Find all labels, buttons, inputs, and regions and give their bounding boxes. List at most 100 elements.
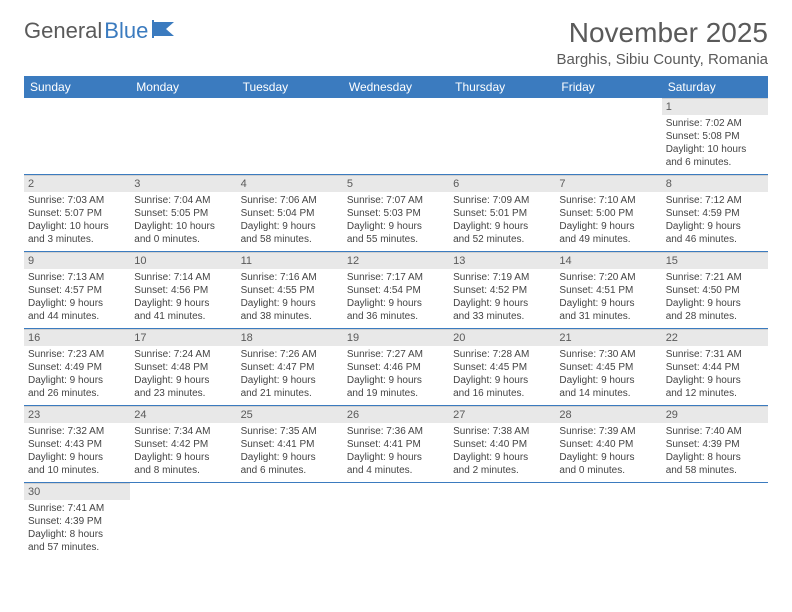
- calendar-week-row: 9Sunrise: 7:13 AMSunset: 4:57 PMDaylight…: [24, 251, 768, 328]
- day-number: 15: [662, 252, 768, 269]
- day-details: Sunrise: 7:39 AMSunset: 4:40 PMDaylight:…: [555, 423, 661, 481]
- daylight-text-1: Daylight: 9 hours: [666, 374, 764, 387]
- sunset-text: Sunset: 4:41 PM: [347, 438, 445, 451]
- sunrise-text: Sunrise: 7:24 AM: [134, 348, 232, 361]
- daylight-text-2: and 46 minutes.: [666, 233, 764, 246]
- daylight-text-1: Daylight: 9 hours: [453, 451, 551, 464]
- day-number: 9: [24, 252, 130, 269]
- day-number: 23: [24, 406, 130, 423]
- sunrise-text: Sunrise: 7:13 AM: [28, 271, 126, 284]
- calendar-day-cell: 23Sunrise: 7:32 AMSunset: 4:43 PMDayligh…: [24, 405, 130, 482]
- calendar-week-row: 30Sunrise: 7:41 AMSunset: 4:39 PMDayligh…: [24, 482, 768, 559]
- day-number: 28: [555, 406, 661, 423]
- calendar-day-cell: 27Sunrise: 7:38 AMSunset: 4:40 PMDayligh…: [449, 405, 555, 482]
- daylight-text-2: and 49 minutes.: [559, 233, 657, 246]
- day-number: 24: [130, 406, 236, 423]
- day-details: Sunrise: 7:12 AMSunset: 4:59 PMDaylight:…: [662, 192, 768, 250]
- daylight-text-1: Daylight: 9 hours: [28, 451, 126, 464]
- daylight-text-2: and 55 minutes.: [347, 233, 445, 246]
- day-number: 29: [662, 406, 768, 423]
- daylight-text-2: and 8 minutes.: [134, 464, 232, 477]
- daylight-text-2: and 33 minutes.: [453, 310, 551, 323]
- daylight-text-2: and 23 minutes.: [134, 387, 232, 400]
- calendar-day-cell: 11Sunrise: 7:16 AMSunset: 4:55 PMDayligh…: [237, 251, 343, 328]
- day-number: 6: [449, 175, 555, 192]
- sunset-text: Sunset: 5:05 PM: [134, 207, 232, 220]
- logo-flag-icon: [152, 18, 178, 44]
- day-number: 18: [237, 329, 343, 346]
- daylight-text-2: and 28 minutes.: [666, 310, 764, 323]
- sunrise-text: Sunrise: 7:14 AM: [134, 271, 232, 284]
- daylight-text-2: and 44 minutes.: [28, 310, 126, 323]
- day-details: Sunrise: 7:04 AMSunset: 5:05 PMDaylight:…: [130, 192, 236, 250]
- sunset-text: Sunset: 5:07 PM: [28, 207, 126, 220]
- sunset-text: Sunset: 4:45 PM: [559, 361, 657, 374]
- calendar-day-cell: 30Sunrise: 7:41 AMSunset: 4:39 PMDayligh…: [24, 482, 130, 559]
- sunrise-text: Sunrise: 7:34 AM: [134, 425, 232, 438]
- daylight-text-1: Daylight: 9 hours: [453, 220, 551, 233]
- day-details: Sunrise: 7:34 AMSunset: 4:42 PMDaylight:…: [130, 423, 236, 481]
- day-number: 26: [343, 406, 449, 423]
- daylight-text-2: and 0 minutes.: [559, 464, 657, 477]
- sunrise-text: Sunrise: 7:41 AM: [28, 502, 126, 515]
- day-details: Sunrise: 7:06 AMSunset: 5:04 PMDaylight:…: [237, 192, 343, 250]
- weekday-header: Thursday: [449, 76, 555, 98]
- sunset-text: Sunset: 4:48 PM: [134, 361, 232, 374]
- sunset-text: Sunset: 4:45 PM: [453, 361, 551, 374]
- calendar-day-cell: 18Sunrise: 7:26 AMSunset: 4:47 PMDayligh…: [237, 328, 343, 405]
- logo-text-2: Blue: [104, 18, 148, 44]
- calendar-empty-cell: [343, 98, 449, 175]
- calendar-day-cell: 28Sunrise: 7:39 AMSunset: 4:40 PMDayligh…: [555, 405, 661, 482]
- day-details: Sunrise: 7:02 AMSunset: 5:08 PMDaylight:…: [662, 115, 768, 173]
- day-number: 14: [555, 252, 661, 269]
- day-number: 19: [343, 329, 449, 346]
- calendar-day-cell: 16Sunrise: 7:23 AMSunset: 4:49 PMDayligh…: [24, 328, 130, 405]
- sunset-text: Sunset: 4:49 PM: [28, 361, 126, 374]
- daylight-text-1: Daylight: 9 hours: [453, 297, 551, 310]
- sunset-text: Sunset: 4:47 PM: [241, 361, 339, 374]
- daylight-text-1: Daylight: 9 hours: [28, 297, 126, 310]
- daylight-text-1: Daylight: 9 hours: [241, 220, 339, 233]
- calendar-empty-cell: [130, 482, 236, 559]
- day-number: 2: [24, 175, 130, 192]
- day-details: Sunrise: 7:14 AMSunset: 4:56 PMDaylight:…: [130, 269, 236, 327]
- calendar-body: 1Sunrise: 7:02 AMSunset: 5:08 PMDaylight…: [24, 98, 768, 559]
- calendar-empty-cell: [555, 482, 661, 559]
- daylight-text-1: Daylight: 9 hours: [347, 297, 445, 310]
- calendar-empty-cell: [555, 98, 661, 175]
- calendar-empty-cell: [343, 482, 449, 559]
- day-details: Sunrise: 7:36 AMSunset: 4:41 PMDaylight:…: [343, 423, 449, 481]
- calendar-empty-cell: [449, 482, 555, 559]
- daylight-text-2: and 2 minutes.: [453, 464, 551, 477]
- day-details: Sunrise: 7:03 AMSunset: 5:07 PMDaylight:…: [24, 192, 130, 250]
- sunrise-text: Sunrise: 7:21 AM: [666, 271, 764, 284]
- page-header: GeneralBlue November 2025 Barghis, Sibiu…: [24, 18, 768, 68]
- calendar-day-cell: 5Sunrise: 7:07 AMSunset: 5:03 PMDaylight…: [343, 174, 449, 251]
- daylight-text-2: and 14 minutes.: [559, 387, 657, 400]
- day-number: 20: [449, 329, 555, 346]
- sunset-text: Sunset: 4:39 PM: [28, 515, 126, 528]
- daylight-text-1: Daylight: 9 hours: [559, 220, 657, 233]
- calendar-day-cell: 26Sunrise: 7:36 AMSunset: 4:41 PMDayligh…: [343, 405, 449, 482]
- calendar-day-cell: 13Sunrise: 7:19 AMSunset: 4:52 PMDayligh…: [449, 251, 555, 328]
- daylight-text-2: and 21 minutes.: [241, 387, 339, 400]
- daylight-text-2: and 41 minutes.: [134, 310, 232, 323]
- sunset-text: Sunset: 4:59 PM: [666, 207, 764, 220]
- day-number: 16: [24, 329, 130, 346]
- sunrise-text: Sunrise: 7:06 AM: [241, 194, 339, 207]
- location-subtitle: Barghis, Sibiu County, Romania: [557, 51, 769, 68]
- calendar-day-cell: 19Sunrise: 7:27 AMSunset: 4:46 PMDayligh…: [343, 328, 449, 405]
- calendar-day-cell: 4Sunrise: 7:06 AMSunset: 5:04 PMDaylight…: [237, 174, 343, 251]
- day-number: 11: [237, 252, 343, 269]
- weekday-header: Sunday: [24, 76, 130, 98]
- day-details: Sunrise: 7:23 AMSunset: 4:49 PMDaylight:…: [24, 346, 130, 404]
- daylight-text-2: and 26 minutes.: [28, 387, 126, 400]
- day-details: Sunrise: 7:30 AMSunset: 4:45 PMDaylight:…: [555, 346, 661, 404]
- day-details: Sunrise: 7:40 AMSunset: 4:39 PMDaylight:…: [662, 423, 768, 481]
- day-number: 22: [662, 329, 768, 346]
- sunset-text: Sunset: 4:44 PM: [666, 361, 764, 374]
- day-details: Sunrise: 7:07 AMSunset: 5:03 PMDaylight:…: [343, 192, 449, 250]
- sunset-text: Sunset: 5:00 PM: [559, 207, 657, 220]
- sunrise-text: Sunrise: 7:23 AM: [28, 348, 126, 361]
- daylight-text-2: and 3 minutes.: [28, 233, 126, 246]
